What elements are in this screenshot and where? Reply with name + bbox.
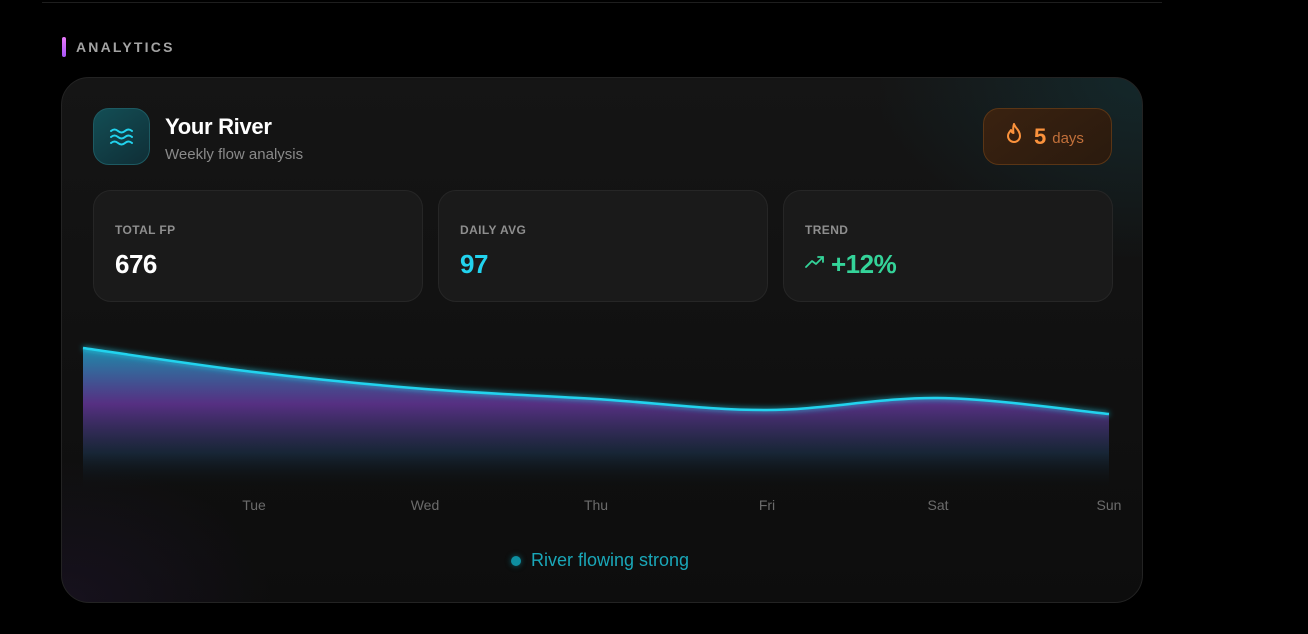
card-title: Your River xyxy=(165,114,272,139)
legend-dot xyxy=(511,555,521,566)
x-tick-label-tue: Tue xyxy=(242,497,266,513)
stat-label: TREND xyxy=(805,223,849,237)
flame-icon xyxy=(1004,122,1024,151)
x-tick-label-fri: Fri xyxy=(759,497,775,513)
trend-value: +12% xyxy=(831,249,897,279)
card-subtitle: Weekly flow analysis xyxy=(165,146,304,163)
stat-card-total-fp: TOTAL FP 676 xyxy=(93,190,423,302)
legend-text: River flowing strong xyxy=(531,550,690,570)
flow-line xyxy=(82,346,1110,416)
waves-icon xyxy=(93,108,150,165)
stat-label: DAILY AVG xyxy=(460,223,527,237)
x-tick-label-wed: Wed xyxy=(411,497,440,513)
section-heading: ANALYTICS xyxy=(62,37,175,57)
river-analytics-card: Your River Weekly flow analysis 5 days T… xyxy=(61,77,1143,603)
top-divider xyxy=(42,2,1162,3)
x-tick-label-thu: Thu xyxy=(584,497,608,513)
chart-legend: River flowing strong xyxy=(511,550,689,571)
section-label: ANALYTICS xyxy=(76,39,175,55)
trending-up-icon xyxy=(805,255,825,274)
stat-card-daily-avg: DAILY AVG 97 xyxy=(438,190,768,302)
river-flow-chart: Tue Wed Thu Fri Sat Sun xyxy=(82,346,1122,513)
x-tick-label-sun: Sun xyxy=(1097,497,1122,513)
flow-area xyxy=(83,348,1109,488)
streak-unit: days xyxy=(1052,130,1084,147)
stat-label: TOTAL FP xyxy=(115,223,176,237)
trend-row: +12% xyxy=(805,249,897,280)
section-accent-bar xyxy=(62,37,66,57)
streak-value: 5 xyxy=(1034,123,1047,149)
streak-badge[interactable]: 5 days xyxy=(983,108,1112,165)
x-tick-label-sat: Sat xyxy=(927,497,948,513)
stat-value: 97 xyxy=(460,249,488,279)
stat-value: 676 xyxy=(115,249,157,279)
stat-card-trend: TREND +12% xyxy=(783,190,1113,302)
